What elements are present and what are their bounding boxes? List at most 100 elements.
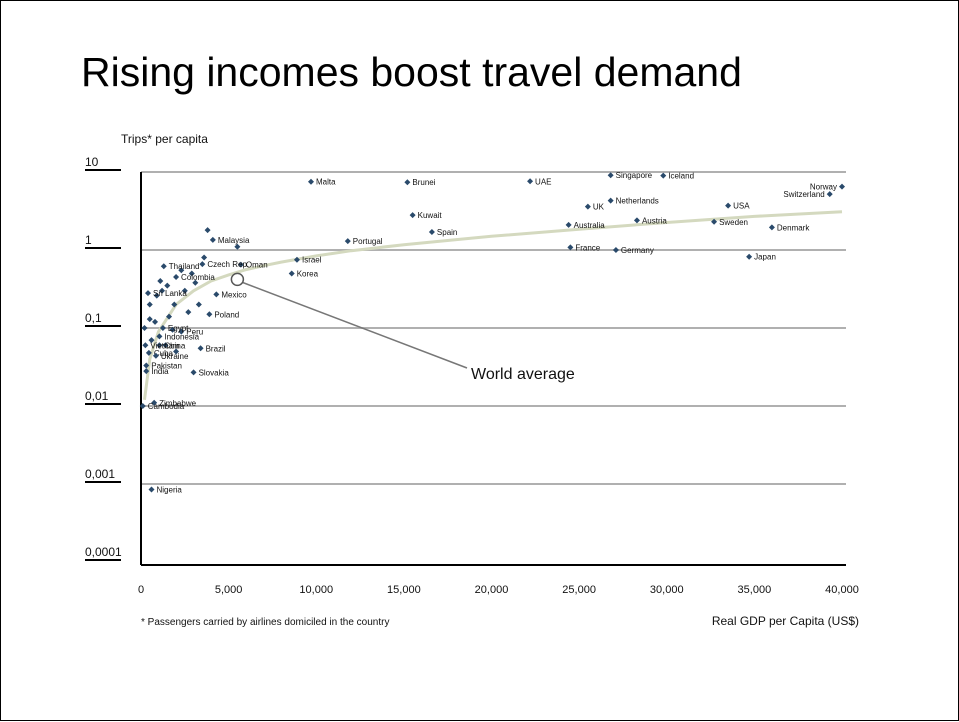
point-label: India (151, 367, 169, 376)
point-label: Australia (574, 221, 606, 230)
data-point (527, 178, 534, 185)
point-label: Germany (621, 246, 654, 255)
data-point (152, 318, 159, 325)
data-point (169, 326, 176, 333)
data-point (612, 247, 619, 253)
x-tick-label: 0 (138, 584, 144, 596)
x-tick-label: 15,000 (387, 584, 421, 596)
point-label: Brunei (412, 178, 435, 187)
point-label: Brazil (206, 344, 226, 353)
data-point (209, 236, 216, 243)
data-point (725, 202, 732, 209)
data-point (148, 337, 155, 344)
point-label: Cambodia (148, 402, 185, 411)
data-point (143, 368, 150, 375)
data-point (201, 254, 208, 261)
data-point (204, 227, 211, 234)
point-label: Czech Rep. (207, 260, 249, 269)
data-point (145, 290, 152, 297)
point-label: Sweden (719, 218, 748, 227)
data-point (159, 287, 166, 294)
data-point (171, 301, 178, 308)
annotation-text: World average (471, 366, 575, 383)
data-point (181, 287, 188, 294)
data-point (146, 316, 153, 323)
point-label: Nigeria (157, 486, 183, 495)
point-label: Thailand (169, 262, 200, 271)
data-point (199, 261, 206, 268)
data-point (146, 301, 153, 308)
grid-layer (141, 171, 846, 485)
point-label: USA (733, 202, 750, 211)
data-point (428, 229, 435, 236)
point-label: Spain (437, 228, 457, 237)
data-point (344, 238, 351, 245)
data-point (162, 342, 169, 349)
point-label: Japan (754, 253, 776, 262)
point-label: Austria (642, 216, 667, 225)
data-point (195, 301, 202, 308)
point-label: Kuwait (418, 211, 443, 220)
data-point (173, 348, 180, 355)
annotation-layer: World average (230, 272, 575, 383)
data-point (213, 291, 220, 298)
point-label: Mexico (221, 290, 247, 299)
data-point (768, 224, 775, 231)
point-label: Poland (214, 310, 239, 319)
x-tick-label: 25,000 (562, 584, 596, 596)
data-point (141, 325, 148, 331)
point-label: Vietnam (150, 341, 180, 350)
axis-layer (140, 172, 846, 566)
data-point (192, 279, 199, 286)
data-point (584, 203, 591, 210)
point-label: China (164, 341, 185, 350)
data-point (139, 403, 146, 409)
point-label: Norway (810, 183, 837, 192)
point-label: Pakistan (151, 362, 182, 371)
data-point (234, 243, 241, 250)
data-point (156, 342, 163, 349)
data-point (164, 282, 171, 289)
world-average-marker (230, 272, 245, 287)
point-label: Denmark (777, 223, 810, 232)
x-tick-label: 35,000 (738, 584, 772, 596)
point-label: Oman (246, 261, 268, 270)
data-point (197, 345, 204, 352)
point-label: Singapore (616, 171, 653, 180)
y-tick-labels: 0,0001 0,001 0,01 0,1 1 10 (85, 155, 122, 561)
data-point (156, 333, 163, 340)
x-tick-label: 10,000 (299, 584, 333, 596)
point-label: Egypt (168, 324, 189, 333)
data-point (160, 263, 167, 270)
data-point (178, 328, 185, 335)
y-tick-label: 0,0001 (85, 545, 122, 559)
x-tick-label: 20,000 (475, 584, 509, 596)
point-label: Switzerland (783, 190, 824, 199)
data-point (237, 261, 244, 268)
data-point (157, 278, 164, 285)
y-tick-label: 0,1 (85, 311, 102, 325)
data-point (660, 172, 667, 179)
data-point (409, 212, 416, 219)
x-axis-label: Real GDP per Capita (US$) (712, 614, 859, 628)
data-point (185, 309, 192, 316)
data-point (166, 313, 173, 320)
point-label: France (575, 243, 600, 252)
data-point (152, 352, 159, 359)
point-label: Israel (302, 256, 322, 265)
data-point (153, 292, 160, 299)
point-label: UK (593, 203, 605, 212)
point-label: Portugal (353, 237, 383, 246)
point-label: Malaysia (218, 236, 250, 245)
point-label: Cuba (154, 349, 174, 358)
footnote: * Passengers carried by airlines domicil… (141, 617, 389, 628)
data-point (151, 399, 158, 406)
data-point (746, 253, 753, 260)
data-point (206, 311, 213, 318)
data-point (293, 256, 300, 263)
data-point (307, 178, 314, 185)
point-label: Peru (186, 328, 203, 337)
data-point (839, 183, 845, 190)
